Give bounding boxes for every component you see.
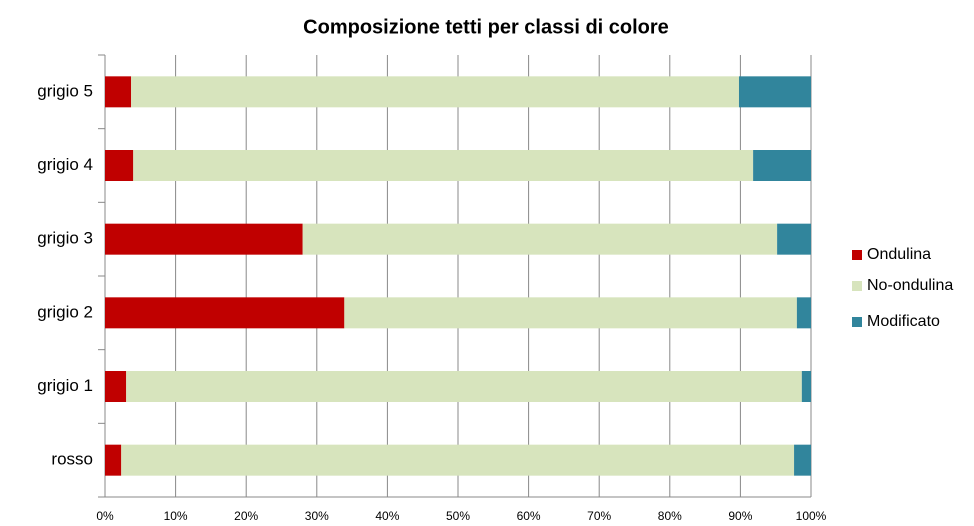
bar-segment <box>796 297 811 329</box>
bar-segment <box>131 76 739 108</box>
x-tick-label: 80% <box>658 509 682 523</box>
bar-segment <box>105 76 132 108</box>
x-tick-label: 10% <box>164 509 188 523</box>
bar-segment <box>126 371 802 402</box>
x-tick-label: 20% <box>234 509 258 523</box>
y-tick-label: grigio 4 <box>37 155 93 174</box>
x-tick-label: 60% <box>517 509 541 523</box>
bar-segment <box>105 223 303 255</box>
bar-segment <box>801 371 811 402</box>
bar-segment <box>121 444 795 476</box>
bar-segment <box>344 297 797 329</box>
bar-segment <box>777 223 811 255</box>
y-tick-label: grigio 5 <box>37 81 93 100</box>
x-tick-label: 0% <box>96 509 114 523</box>
chart-title: Composizione tetti per classi di colore <box>303 16 669 38</box>
bar-segment <box>738 76 811 108</box>
y-tick-label: grigio 1 <box>37 376 93 395</box>
x-tick-label: 30% <box>305 509 329 523</box>
bar-segment <box>105 371 127 402</box>
legend-swatch <box>852 317 862 327</box>
y-tick-label: rosso <box>51 450 93 469</box>
legend-label: Modificato <box>867 313 940 330</box>
bar-segment <box>105 297 345 329</box>
x-tick-label: 50% <box>446 509 470 523</box>
x-tick-label: 100% <box>796 509 827 523</box>
legend-label: Ondulina <box>867 246 931 263</box>
y-tick-label: grigio 3 <box>37 229 93 248</box>
x-tick-label: 90% <box>728 509 752 523</box>
x-tick-label: 40% <box>375 509 399 523</box>
bar-segment <box>133 150 754 181</box>
x-tick-label: 70% <box>587 509 611 523</box>
legend-label: No-ondulina <box>867 277 953 294</box>
bar-segment <box>302 223 778 255</box>
bar-segment <box>794 444 811 476</box>
legend-swatch <box>852 281 862 291</box>
bar-segment <box>105 444 122 476</box>
legend-swatch <box>852 250 862 260</box>
bar-segment <box>753 150 811 181</box>
y-tick-label: grigio 2 <box>37 302 93 321</box>
bar-segment <box>105 150 134 181</box>
